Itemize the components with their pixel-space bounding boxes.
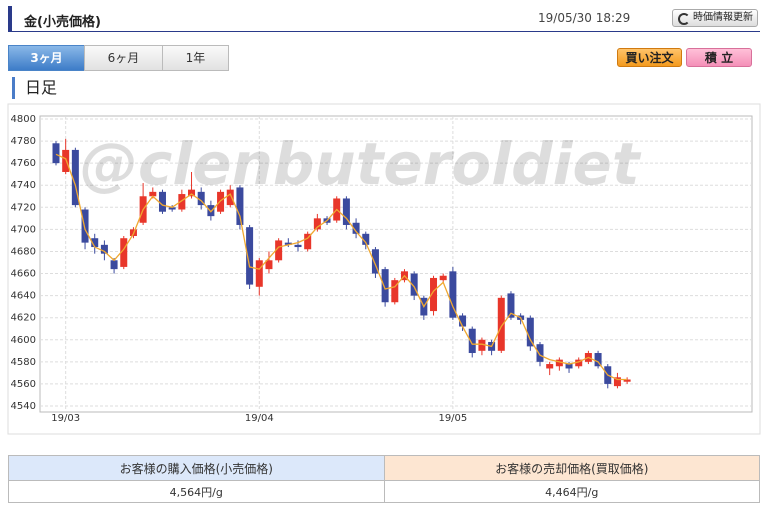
accumulate-button[interactable]: 積 立	[686, 48, 752, 67]
candle-body	[207, 205, 215, 217]
y-tick-label: 4740	[11, 180, 36, 191]
candle-body	[575, 359, 583, 367]
candle-body	[555, 359, 563, 367]
candle-body	[52, 143, 60, 164]
refresh-button[interactable]: 時価情報更新	[672, 9, 758, 27]
y-tick-label: 4720	[11, 202, 36, 213]
candle-body	[149, 191, 157, 197]
candle-body	[81, 209, 89, 243]
candle-body	[478, 339, 486, 351]
candle-body	[381, 269, 389, 303]
section-title: 日足	[12, 77, 57, 99]
y-tick-label: 4760	[11, 158, 36, 169]
table-cell: 4,464円/g	[383, 480, 760, 503]
candle-body	[91, 238, 99, 248]
candle-body	[430, 277, 438, 312]
candle-body	[613, 377, 621, 387]
price-table: お客様の購入価格(小売価格) お客様の売却価格(買取価格) 4,564円/g 4,4…	[8, 455, 760, 503]
candle-body	[449, 271, 457, 318]
header-bar: 金(小売価格)	[8, 6, 760, 32]
candle-body	[71, 149, 79, 206]
y-tick-label: 4620	[11, 313, 36, 324]
candle-body	[410, 273, 418, 296]
candle-body	[62, 149, 70, 172]
candle-body	[362, 233, 370, 245]
candle-body	[158, 191, 166, 212]
candle-body	[120, 238, 128, 267]
candle-body	[342, 198, 350, 225]
candle-body	[265, 260, 273, 270]
x-tick-label: 19/05	[438, 413, 467, 424]
y-tick-label: 4560	[11, 379, 36, 390]
candle-body	[188, 189, 196, 197]
candle-body	[197, 191, 205, 206]
y-tick-label: 4700	[11, 224, 36, 235]
y-tick-label: 4540	[11, 401, 36, 412]
tab[interactable]: 6ヶ月	[84, 45, 163, 71]
candle-body	[546, 364, 554, 369]
candle-body	[168, 207, 176, 210]
chart-frame	[7, 103, 761, 435]
table-header: お客様の売却価格(買取価格)	[383, 455, 760, 481]
y-tick-label: 4680	[11, 246, 36, 257]
y-tick-label: 4660	[11, 269, 36, 280]
candle-body	[304, 233, 312, 250]
candle-body	[439, 275, 447, 281]
candle-body	[226, 189, 234, 206]
y-tick-label: 4800	[11, 114, 36, 125]
chart: @clenbuteroldiet 4540 4560 4580 4600 4620 464…	[7, 103, 761, 435]
candle-body	[313, 218, 321, 230]
tab[interactable]: 1年	[162, 45, 229, 71]
candle-body	[217, 191, 225, 212]
candle-body	[459, 315, 467, 327]
x-tick-label: 19/04	[245, 413, 274, 424]
buy-button[interactable]: 買い注文	[617, 48, 682, 67]
candle-body	[371, 249, 379, 274]
candle-body	[623, 379, 631, 382]
candle-body	[507, 293, 515, 318]
x-tick-label: 19/03	[51, 413, 80, 424]
candle-body	[468, 328, 476, 354]
table-cell: 4,564円/g	[8, 480, 385, 503]
candle-body	[526, 317, 534, 347]
candle-body	[391, 280, 399, 303]
candle-body	[594, 353, 602, 367]
candle-body	[284, 242, 292, 245]
candle-body	[275, 240, 283, 261]
candle-body	[497, 297, 505, 351]
candle-body	[100, 244, 108, 254]
candle-body	[536, 344, 544, 362]
plot-area	[39, 115, 753, 413]
tab[interactable]: 3ヶ月	[8, 45, 85, 71]
candle-body	[255, 260, 263, 287]
candle-body	[178, 194, 186, 210]
candle-body	[246, 227, 254, 285]
candle-body	[110, 260, 118, 270]
y-tick-label: 4580	[11, 357, 36, 368]
y-tick-label: 4780	[11, 136, 36, 147]
timestamp: 19/05/30 18:29	[538, 11, 631, 25]
candle-body	[294, 244, 302, 248]
watermark: @clenbuteroldiet	[80, 130, 642, 198]
page-title: 金(小売価格)	[24, 15, 101, 30]
candle-body	[565, 364, 573, 369]
table-header: お客様の購入価格(小売価格)	[8, 455, 385, 481]
candle-body	[352, 222, 360, 234]
moving-average-line	[55, 153, 628, 381]
candle-body	[236, 187, 244, 225]
y-tick-label: 4640	[11, 291, 36, 302]
y-tick-label: 4600	[11, 335, 36, 346]
